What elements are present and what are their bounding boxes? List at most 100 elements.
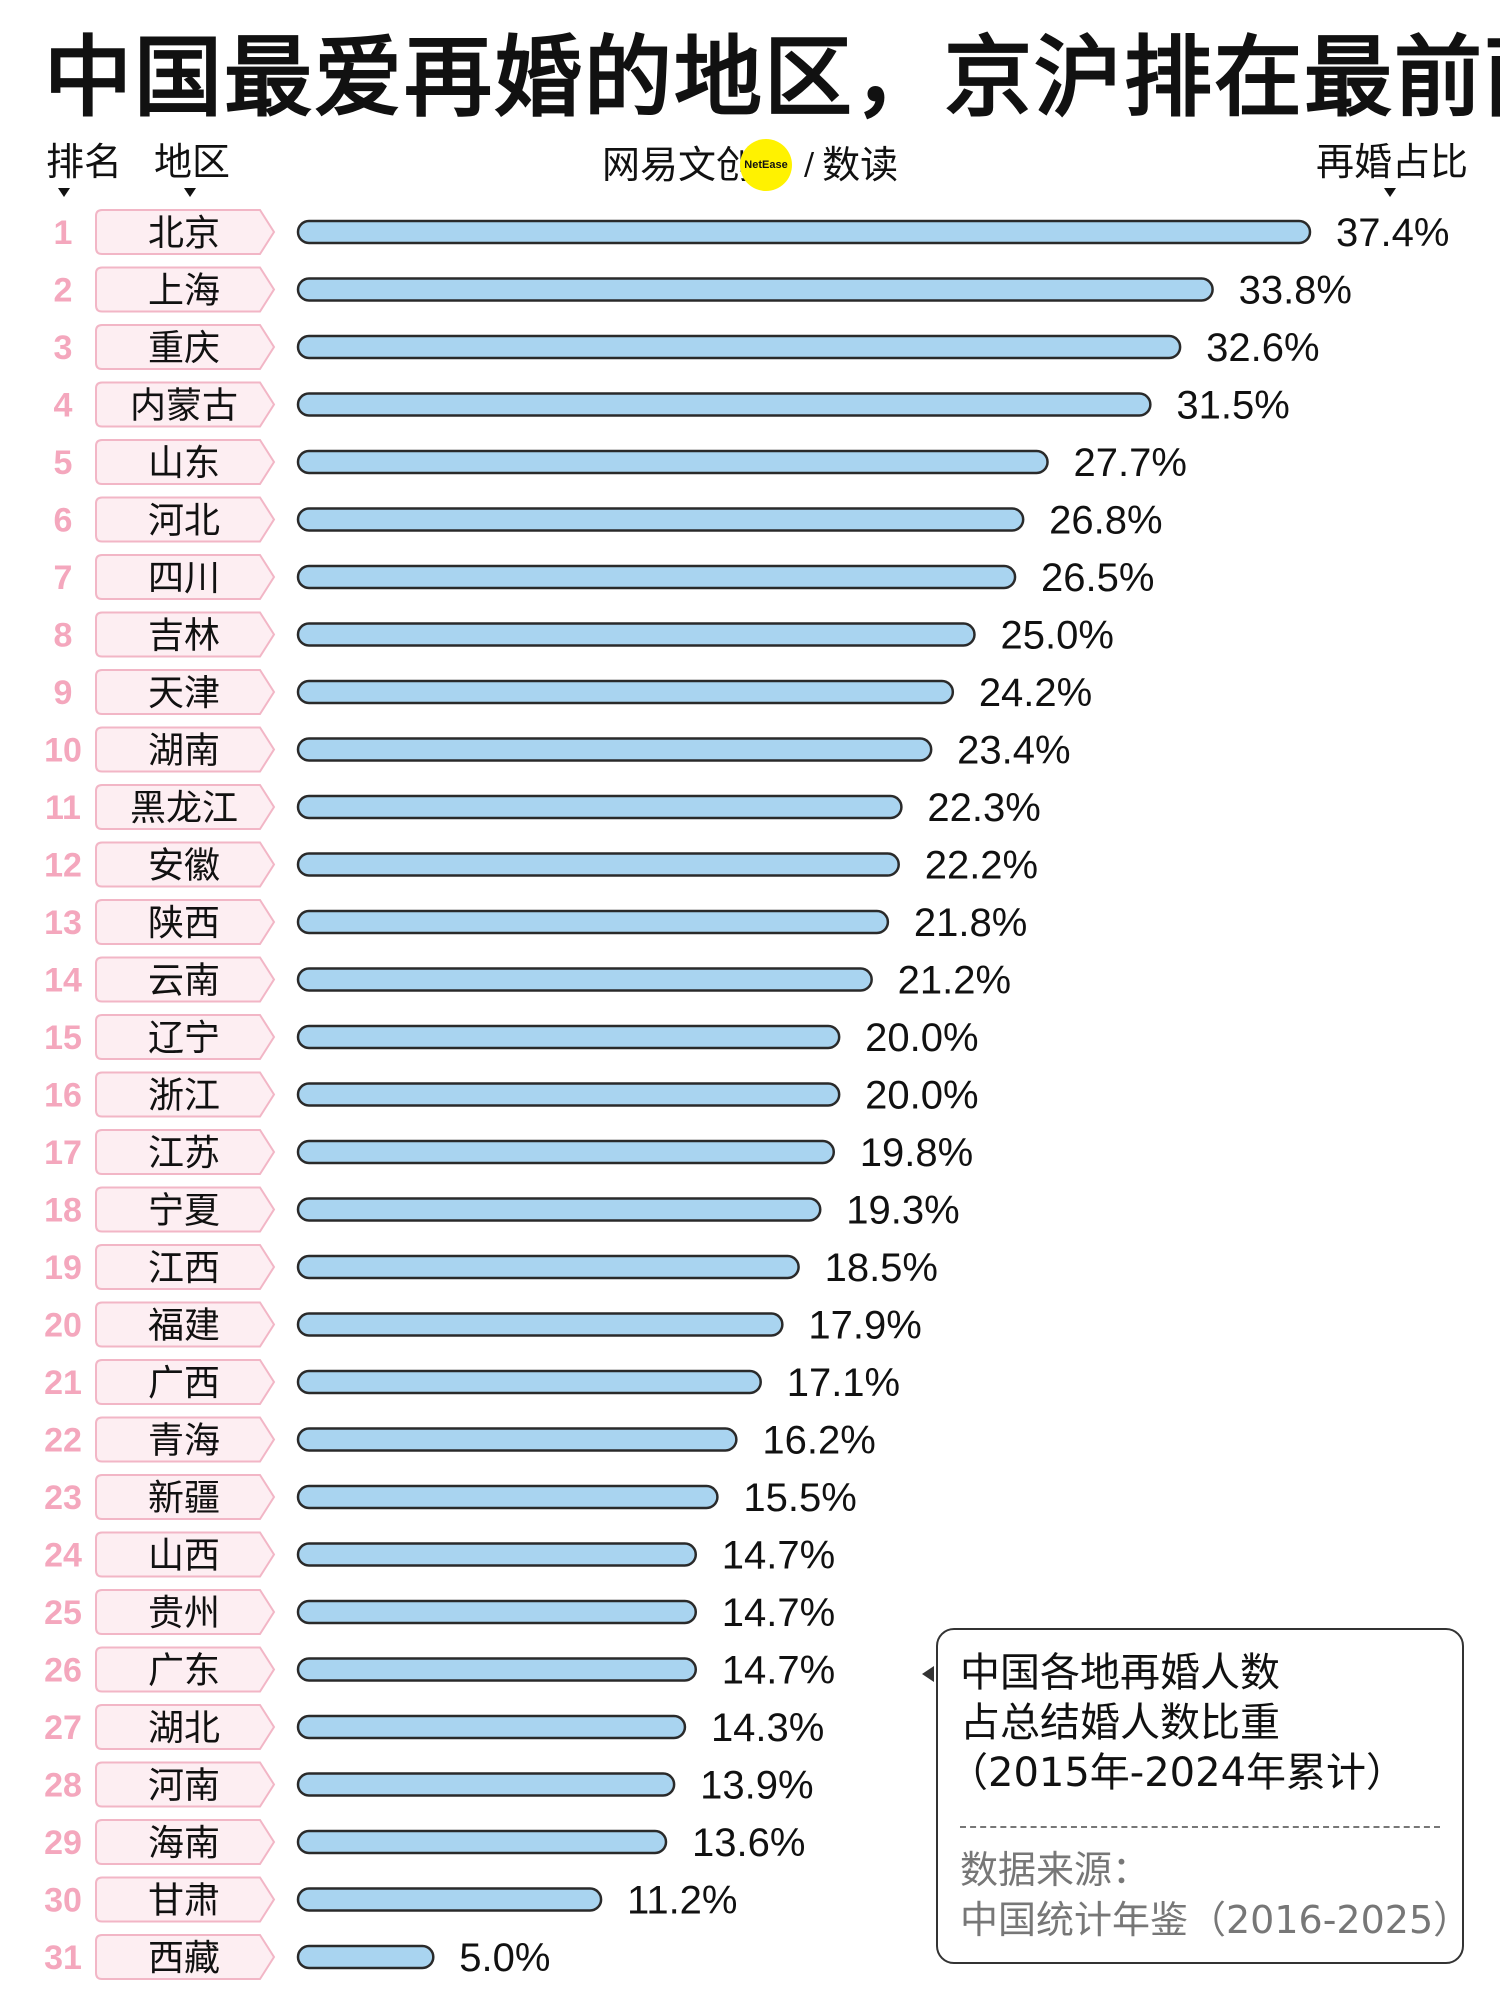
region-tag <box>95 726 276 773</box>
value-label: 13.9% <box>700 1764 813 1808</box>
netease-badge-icon: NetEase <box>740 139 793 191</box>
bar <box>296 1427 738 1452</box>
region-tag <box>95 1934 276 1980</box>
region-label: 广西 <box>148 1363 220 1404</box>
page-title: 中国最爱再婚的地区，京沪排在最前面 <box>44 26 1500 129</box>
region-tag <box>95 1819 276 1865</box>
value-label: 17.9% <box>808 1304 921 1348</box>
source-label: 数据来源： <box>960 1848 1151 1892</box>
rank-label: 22 <box>44 1422 82 1460</box>
region-label: 贵州 <box>148 1593 220 1634</box>
bar <box>296 1197 822 1222</box>
bar <box>296 392 1152 417</box>
rank-label: 6 <box>54 502 73 540</box>
region-tag <box>95 209 276 255</box>
region-label: 黑龙江 <box>130 788 238 829</box>
bar <box>296 1024 841 1050</box>
region-label: 内蒙古 <box>130 386 238 427</box>
region-label: 湖北 <box>148 1708 220 1749</box>
brand-section: 数读 <box>822 143 899 187</box>
region-tag <box>95 1071 276 1118</box>
region-tag <box>95 1761 276 1808</box>
region-tag <box>95 1589 276 1635</box>
region-tag <box>95 1244 276 1290</box>
rank-label: 21 <box>44 1364 82 1402</box>
bar <box>296 622 976 647</box>
bar <box>296 277 1214 302</box>
bar <box>296 1887 603 1912</box>
region-tag <box>95 496 276 543</box>
rank-label: 10 <box>44 732 82 770</box>
bar <box>296 1312 784 1337</box>
rank-label: 31 <box>44 1939 82 1977</box>
netease-badge-text: NetEase <box>744 159 788 171</box>
value-label: 20.0% <box>865 1074 978 1118</box>
region-label: 浙江 <box>148 1076 220 1117</box>
value-label: 33.8% <box>1239 269 1352 313</box>
note-box: 中国各地再婚人数 占总结婚人数比重 （2015年-2024年累计） 数据来源： … <box>936 1628 1471 1964</box>
bar <box>296 909 890 935</box>
region-label: 北京 <box>148 213 220 254</box>
region-label: 广东 <box>148 1651 220 1692</box>
rank-label: 26 <box>44 1652 82 1690</box>
bar <box>296 794 903 820</box>
value-label: 14.7% <box>722 1534 835 1578</box>
value-label: 5.0% <box>459 1936 550 1980</box>
region-tag <box>95 1014 276 1060</box>
region-label: 福建 <box>148 1306 220 1347</box>
region-tag <box>95 669 276 715</box>
region-tag <box>95 841 276 888</box>
rank-label: 2 <box>54 272 73 310</box>
region-tag <box>95 1301 276 1348</box>
rank-header-arrow-icon <box>58 188 70 197</box>
rank-column-header: 排名 <box>46 140 123 184</box>
region-tag <box>95 1474 276 1520</box>
region-label: 河北 <box>148 501 220 542</box>
region-label: 新疆 <box>148 1478 220 1519</box>
value-label: 24.2% <box>979 671 1092 715</box>
value-label: 32.6% <box>1206 326 1319 370</box>
bar <box>296 1082 841 1107</box>
value-label: 22.3% <box>927 786 1040 830</box>
region-tag <box>95 439 276 485</box>
rank-label: 5 <box>54 444 73 482</box>
brand-name: 网易文创 <box>602 143 755 187</box>
region-label: 海南 <box>148 1823 220 1864</box>
value-label: 14.7% <box>722 1591 835 1635</box>
rank-label: 16 <box>44 1077 82 1115</box>
region-label: 四川 <box>148 558 220 599</box>
value-label: 21.2% <box>898 959 1011 1003</box>
region-tag <box>95 1359 276 1405</box>
region-label: 西藏 <box>148 1938 220 1979</box>
bar <box>296 1772 676 1797</box>
bar <box>296 1714 687 1740</box>
rank-label: 13 <box>44 904 82 942</box>
rank-label: 8 <box>54 617 73 655</box>
value-header-arrow-icon <box>1384 188 1396 197</box>
value-label: 13.6% <box>692 1821 805 1865</box>
value-label: 17.1% <box>787 1361 900 1405</box>
bar <box>296 449 1049 475</box>
value-label: 23.4% <box>957 729 1070 773</box>
region-label: 天津 <box>148 673 220 714</box>
rank-label: 7 <box>54 559 73 597</box>
rank-label: 23 <box>44 1479 82 1517</box>
value-label: 11.2% <box>627 1879 737 1923</box>
value-label: 21.8% <box>914 901 1027 945</box>
region-label: 上海 <box>148 271 220 312</box>
bar <box>296 219 1312 245</box>
value-label: 37.4% <box>1336 211 1449 255</box>
rank-label: 29 <box>44 1824 82 1862</box>
region-tag <box>95 1129 276 1175</box>
value-label: 18.5% <box>825 1246 938 1290</box>
value-label: 16.2% <box>762 1419 875 1463</box>
bar <box>296 967 873 992</box>
brand-logo: 网易文创 NetEase / 数读 <box>602 138 898 192</box>
rank-label: 27 <box>44 1709 82 1747</box>
region-label: 安徽 <box>148 846 220 887</box>
bar <box>296 1254 800 1280</box>
rank-label: 9 <box>54 674 73 712</box>
bar <box>296 1542 698 1567</box>
rank-label: 20 <box>44 1307 82 1345</box>
